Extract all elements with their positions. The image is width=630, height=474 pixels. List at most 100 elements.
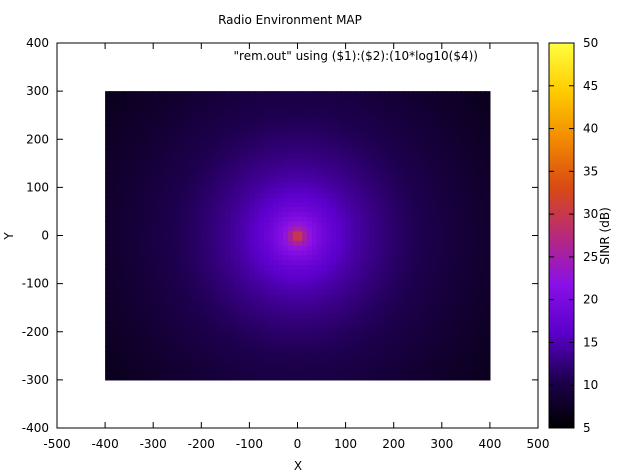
heatmap-cell (355, 158, 361, 164)
heatmap-cell (302, 298, 308, 304)
heatmap-cell (461, 293, 467, 299)
heatmap-cell (138, 346, 145, 352)
heatmap-cell (172, 100, 178, 107)
heatmap-cell (244, 168, 250, 174)
heatmap-cell (364, 197, 371, 203)
heatmap-cell (220, 110, 226, 116)
heatmap-cell (129, 177, 135, 184)
heatmap-cell (186, 158, 193, 164)
heatmap-cell (119, 264, 125, 270)
heatmap-cell (158, 322, 164, 328)
heatmap-cell (225, 254, 231, 261)
heatmap-cell (249, 341, 255, 347)
heatmap-cell (148, 120, 154, 126)
heatmap-cell (427, 351, 433, 357)
heatmap-cell (186, 264, 193, 270)
heatmap-cell (412, 341, 419, 347)
heatmap-cell (283, 177, 289, 184)
heatmap-cell (350, 283, 356, 290)
heatmap-cell (138, 158, 145, 164)
heatmap-cell (239, 283, 246, 290)
heatmap-cell (417, 307, 424, 314)
heatmap-cell (201, 278, 207, 285)
heatmap-cell (470, 105, 477, 111)
heatmap-cell (436, 288, 443, 294)
colorbar-tick-label: 50 (583, 36, 598, 50)
heatmap-cell (191, 269, 198, 275)
heatmap-cell (129, 346, 135, 352)
heatmap-cell (259, 168, 265, 174)
heatmap-cell (412, 124, 419, 131)
heatmap-cell (263, 158, 270, 164)
heatmap-cell (393, 269, 400, 275)
heatmap-cell (302, 240, 308, 246)
heatmap-cell (177, 168, 183, 174)
heatmap-cell (230, 365, 236, 371)
heatmap-cell (259, 259, 265, 265)
heatmap-cell (191, 158, 198, 164)
heatmap-cell (220, 375, 226, 381)
heatmap-cell (388, 278, 395, 285)
heatmap-cell (158, 129, 164, 136)
heatmap-cell (422, 302, 428, 309)
heatmap-cell (369, 283, 376, 290)
heatmap-cell (109, 91, 116, 97)
heatmap-cell (451, 187, 457, 193)
heatmap-cell (436, 351, 443, 357)
heatmap-cell (105, 95, 111, 102)
heatmap-cell (143, 168, 149, 174)
heatmap-cell (206, 211, 212, 217)
x-axis: -500 -400 -300 -200 -100 0 100 200 300 400 500 (43, 43, 549, 451)
heatmap-cell (283, 274, 289, 280)
heatmap-cell (133, 120, 140, 126)
heatmap-cell (321, 298, 327, 304)
heatmap-cell (311, 278, 318, 285)
heatmap-cell (456, 336, 462, 342)
heatmap-cell (446, 95, 453, 102)
heatmap-cell (230, 124, 236, 131)
heatmap-cell (451, 375, 457, 381)
heatmap-cell (143, 312, 149, 318)
heatmap-cell (412, 298, 419, 304)
heatmap-cell (364, 254, 371, 261)
heatmap-cell (340, 120, 347, 126)
heatmap-cell (403, 312, 409, 318)
heatmap-cell (119, 302, 125, 309)
heatmap-cell (417, 129, 424, 136)
heatmap-cell (254, 326, 260, 333)
heatmap-cell (263, 95, 270, 102)
heatmap-cell (201, 298, 207, 304)
heatmap-cell (379, 192, 385, 198)
heatmap-cell (254, 216, 260, 222)
heatmap-cell (119, 235, 125, 241)
heatmap-cell (417, 317, 424, 323)
heatmap-cell (297, 187, 303, 193)
heatmap-cell (148, 365, 154, 371)
heatmap-cell (379, 158, 385, 164)
heatmap-cell (360, 163, 366, 169)
heatmap-cell (369, 336, 376, 342)
heatmap-cell (360, 278, 366, 285)
heatmap-cell (311, 124, 318, 131)
heatmap-cell (451, 269, 457, 275)
heatmap-cell (485, 221, 491, 227)
heatmap-cell (249, 240, 255, 246)
heatmap-cell (167, 91, 174, 97)
heatmap-cell (186, 221, 193, 227)
heatmap-cell (475, 235, 481, 241)
heatmap-cell (138, 168, 145, 174)
heatmap-cell (456, 211, 462, 217)
heatmap-cell (162, 249, 169, 256)
heatmap-cell (417, 95, 424, 102)
heatmap-cell (321, 317, 327, 323)
heatmap-cell (398, 370, 404, 376)
heatmap-cell (412, 105, 419, 111)
heatmap-cell (436, 254, 443, 261)
heatmap-cell (461, 331, 467, 338)
heatmap-cell (244, 341, 250, 347)
heatmap-cell (480, 302, 486, 309)
heatmap-cell (360, 283, 366, 290)
heatmap-cell (393, 115, 400, 121)
heatmap-cell (172, 336, 178, 342)
heatmap-cell (485, 341, 491, 347)
